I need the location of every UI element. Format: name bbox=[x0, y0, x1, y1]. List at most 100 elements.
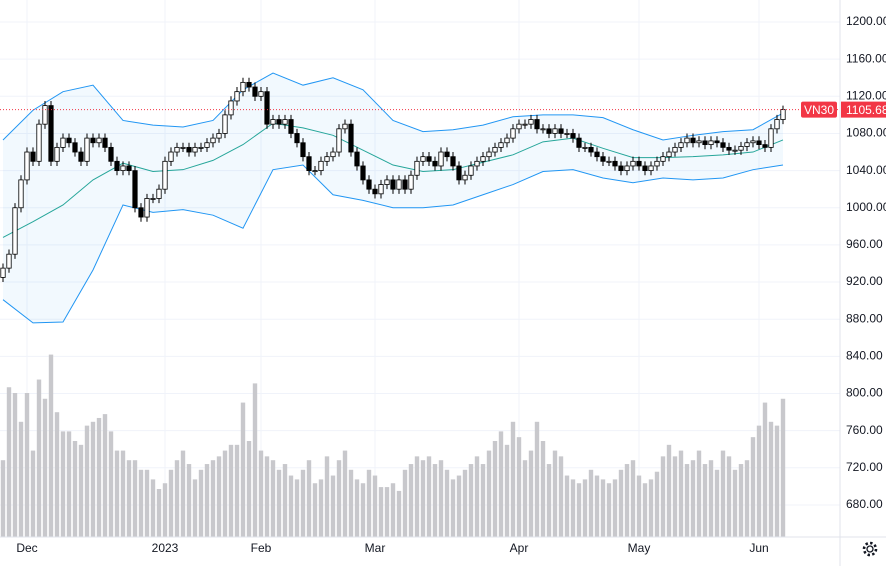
volume-bar bbox=[120, 450, 126, 537]
candle-body bbox=[708, 140, 714, 146]
volume-bar bbox=[768, 421, 774, 537]
volume-bar bbox=[480, 464, 486, 537]
candle-body bbox=[222, 114, 228, 134]
candle-body bbox=[666, 151, 672, 158]
volume-bar bbox=[372, 475, 378, 537]
volume-bar bbox=[702, 464, 708, 537]
volume-bar bbox=[564, 475, 570, 537]
volume-bar bbox=[108, 431, 114, 537]
candle-body bbox=[594, 151, 600, 158]
candle-body bbox=[384, 179, 390, 185]
candle-body bbox=[294, 133, 300, 144]
y-tick-label: 680.00 bbox=[846, 497, 883, 511]
candle-body bbox=[0, 267, 6, 278]
volume-bar bbox=[474, 456, 480, 537]
candle-body bbox=[324, 156, 330, 162]
candle-body bbox=[330, 151, 336, 158]
candle-body bbox=[648, 165, 654, 172]
candle-body bbox=[102, 137, 108, 148]
candle-body bbox=[624, 165, 630, 172]
volume-bar bbox=[66, 431, 72, 537]
volume-bar bbox=[504, 444, 510, 537]
candle-body bbox=[336, 128, 342, 153]
candle-body bbox=[414, 160, 420, 176]
volume-bar bbox=[408, 464, 414, 537]
candle-body bbox=[576, 137, 582, 148]
volume-bar bbox=[630, 460, 636, 537]
volume-bar bbox=[444, 469, 450, 537]
candle-body bbox=[696, 140, 702, 144]
candle-body bbox=[732, 149, 738, 152]
volume-bar bbox=[324, 456, 330, 537]
volume-bar bbox=[126, 460, 132, 537]
y-tick-label: 920.00 bbox=[846, 274, 883, 288]
candle-body bbox=[756, 140, 762, 146]
candle-body bbox=[264, 91, 270, 125]
candle-body bbox=[612, 160, 618, 167]
candle-body bbox=[618, 165, 624, 172]
candle-body bbox=[738, 146, 744, 151]
volume-bar bbox=[6, 387, 12, 537]
candle-body bbox=[582, 146, 588, 149]
volume-bar bbox=[462, 469, 468, 537]
volume-bar bbox=[486, 450, 492, 537]
x-tick-label: 2023 bbox=[152, 541, 179, 555]
volume-bar bbox=[780, 398, 786, 537]
candle-body bbox=[12, 207, 18, 255]
y-tick-label: 880.00 bbox=[846, 311, 883, 325]
volume-bar bbox=[420, 460, 426, 537]
volume-bar bbox=[300, 469, 306, 537]
candle-body bbox=[534, 119, 540, 130]
volume-bar bbox=[708, 460, 714, 537]
candle-body bbox=[558, 128, 564, 134]
volume-bar bbox=[660, 456, 666, 537]
candle-body bbox=[780, 109, 786, 120]
volume-bar bbox=[588, 469, 594, 537]
volume-bar bbox=[600, 479, 606, 537]
price-tag: VN30 1105.68 bbox=[0, 101, 886, 118]
candle-body bbox=[462, 174, 468, 181]
volume-bar bbox=[672, 456, 678, 537]
candle-body bbox=[402, 179, 408, 190]
volume-bar bbox=[294, 479, 300, 537]
candle-body bbox=[762, 144, 768, 148]
y-tick-label: 1040.00 bbox=[846, 163, 886, 177]
candle-body bbox=[66, 137, 72, 144]
x-tick-label: Jun bbox=[749, 541, 768, 555]
candle-body bbox=[504, 137, 510, 144]
candle-body bbox=[444, 151, 450, 158]
candle-body bbox=[114, 160, 120, 172]
volume-bar bbox=[390, 483, 396, 537]
volume-bar bbox=[222, 450, 228, 537]
candle-body bbox=[630, 160, 636, 167]
volume-bar bbox=[684, 464, 690, 537]
candle-body bbox=[126, 165, 132, 172]
candle-body bbox=[678, 142, 684, 148]
volume-bar bbox=[510, 421, 516, 537]
volume-bar bbox=[198, 469, 204, 537]
candle-body bbox=[258, 91, 264, 97]
volume-bar bbox=[210, 460, 216, 537]
volume-bar bbox=[636, 475, 642, 537]
volume-bar bbox=[336, 460, 342, 537]
volume-bar bbox=[774, 425, 780, 537]
candle-body bbox=[186, 146, 192, 153]
volume-bar bbox=[138, 469, 144, 537]
candle-body bbox=[156, 188, 162, 199]
volume-bar bbox=[354, 479, 360, 537]
volume-bar bbox=[90, 421, 96, 537]
candle-body bbox=[438, 151, 444, 167]
volume bbox=[0, 354, 786, 537]
settings-icon[interactable] bbox=[862, 541, 878, 557]
volume-bar bbox=[24, 393, 30, 537]
volume-bar bbox=[756, 425, 762, 537]
candle-body bbox=[228, 100, 234, 116]
volume-bar bbox=[156, 489, 162, 537]
candle-body bbox=[6, 253, 12, 269]
volume-bar bbox=[456, 475, 462, 537]
candle-body bbox=[132, 170, 138, 209]
candle-body bbox=[474, 160, 480, 167]
candle-body bbox=[744, 142, 750, 147]
candle-body bbox=[246, 81, 252, 88]
candle-body bbox=[174, 146, 180, 153]
